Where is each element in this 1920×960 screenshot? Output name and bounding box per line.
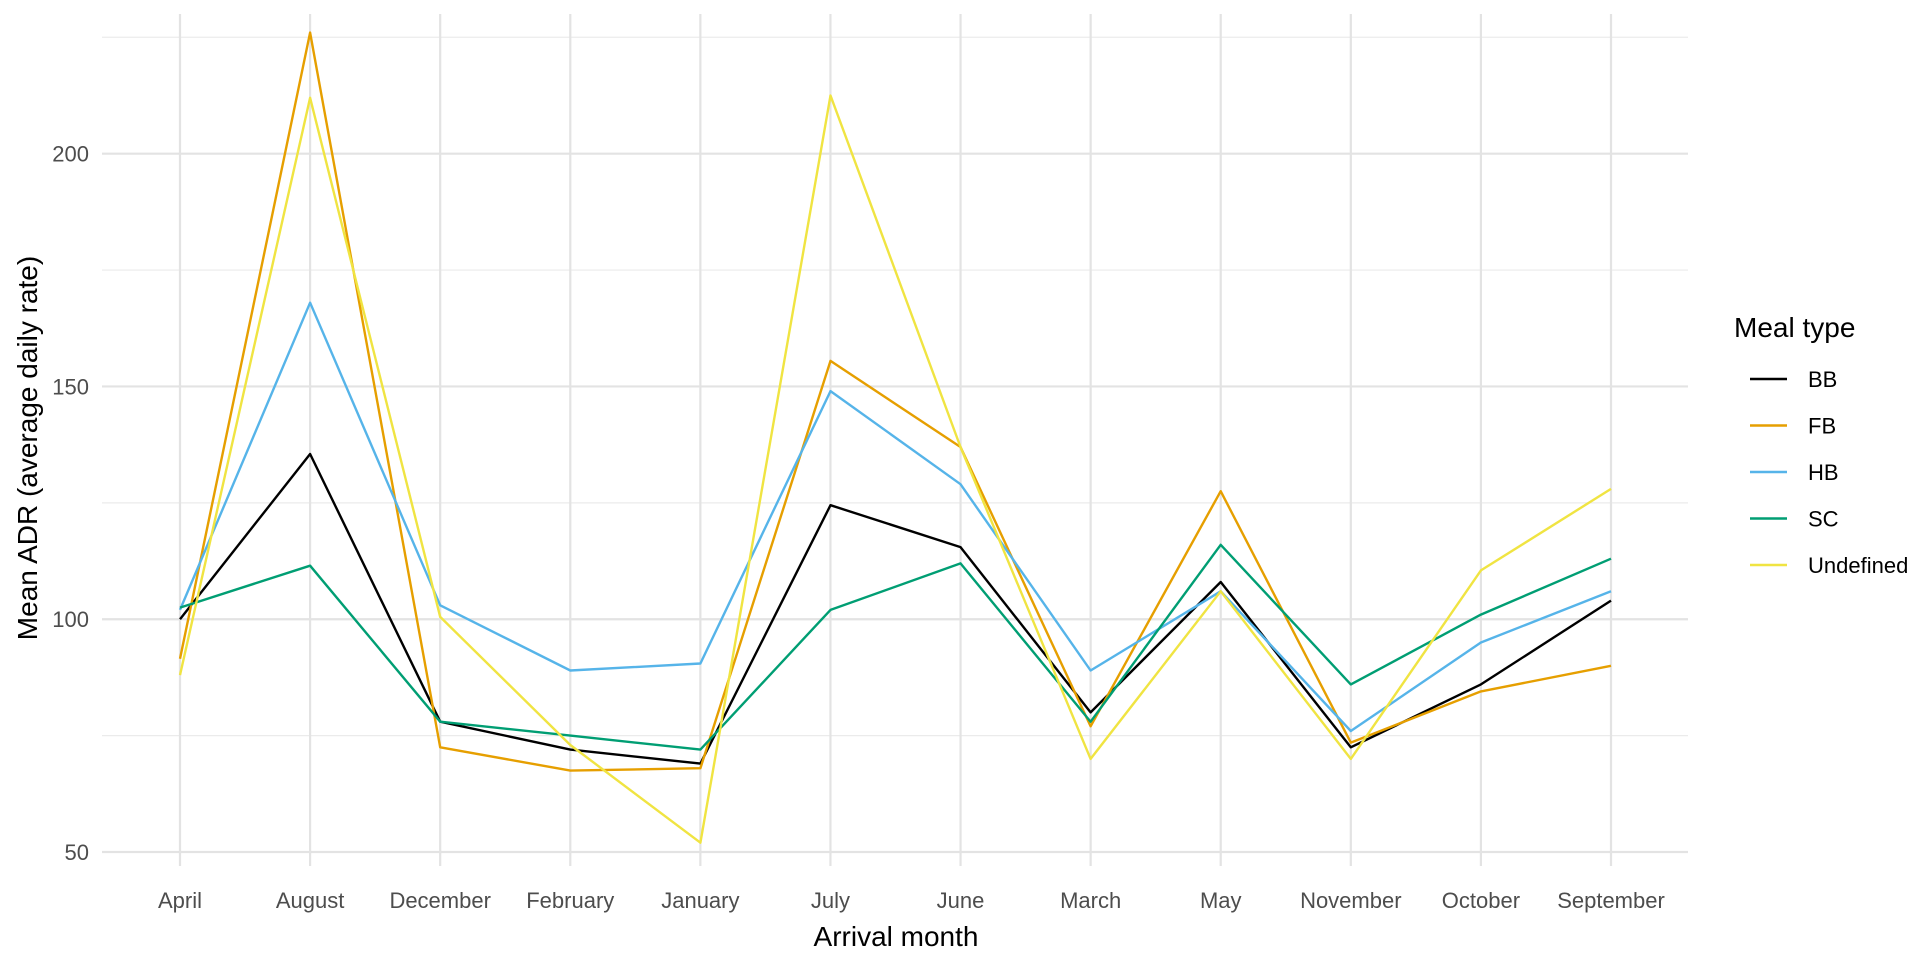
y-axis-title: Mean ADR (average daily rate) [12, 256, 43, 640]
legend-label-undefined: Undefined [1808, 553, 1908, 578]
x-tick-label: December [389, 888, 490, 913]
series-line-sc [179, 543, 1612, 751]
x-tick-label: March [1060, 888, 1121, 913]
x-axis-title: Arrival month [814, 921, 979, 952]
series-line-hb [178, 301, 1612, 733]
major-gridlines [102, 14, 1688, 866]
legend-label-bb: BB [1808, 367, 1837, 392]
y-axis-tick-labels: 50 100 150 200 [52, 142, 89, 865]
x-tick-label: May [1200, 888, 1242, 913]
x-axis-tick-labels: April August December February January July Ju… [158, 888, 1665, 913]
y-tick-label: 50 [65, 840, 89, 865]
x-tick-label: August [276, 888, 345, 913]
x-tick-label: February [526, 888, 614, 913]
x-tick-label: September [1557, 888, 1665, 913]
x-tick-label: April [158, 888, 202, 913]
legend: Meal type BB FB HB SC Undefined [1734, 312, 1908, 578]
x-tick-label: July [811, 888, 850, 913]
legend-label-fb: FB [1808, 414, 1836, 439]
series-lines [178, 31, 1612, 844]
x-tick-label: January [661, 888, 739, 913]
legend-title: Meal type [1734, 312, 1855, 343]
x-tick-label: October [1442, 888, 1520, 913]
y-tick-label: 100 [52, 607, 89, 632]
legend-label-sc: SC [1808, 507, 1839, 532]
x-tick-label: November [1300, 888, 1401, 913]
series-line-fb [178, 31, 1612, 772]
series-line-bb [179, 452, 1612, 765]
legend-items: BB FB HB SC Undefined [1750, 367, 1908, 578]
series-line-undefined [178, 94, 1612, 844]
y-tick-label: 200 [52, 142, 89, 167]
x-tick-label: June [937, 888, 985, 913]
y-tick-label: 150 [52, 374, 89, 399]
legend-label-hb: HB [1808, 460, 1839, 485]
